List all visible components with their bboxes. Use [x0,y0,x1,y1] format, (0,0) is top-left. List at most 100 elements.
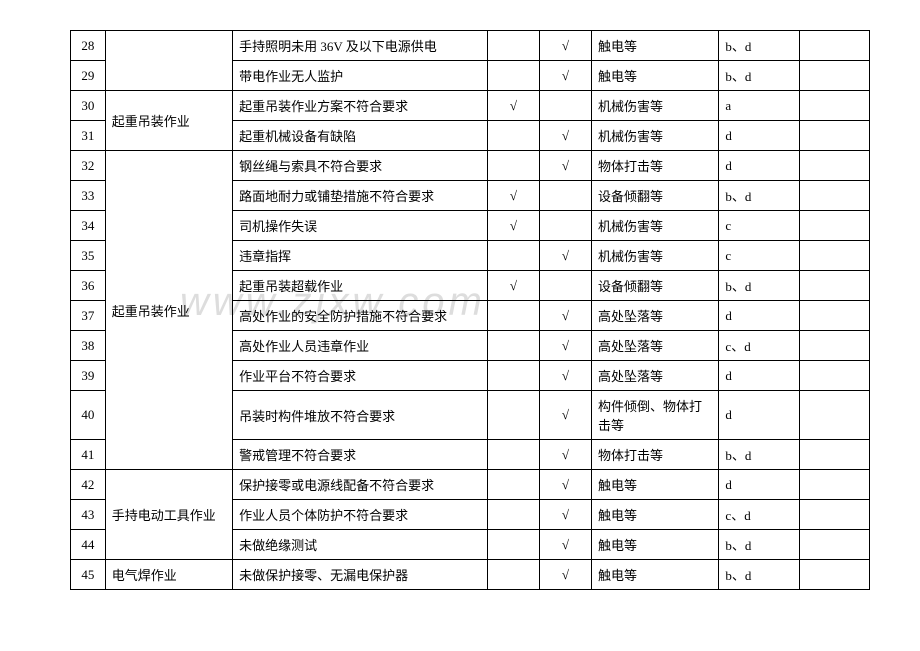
row-number: 45 [71,560,106,590]
row-number: 43 [71,500,106,530]
check1-cell [487,301,539,331]
description-cell: 钢丝绳与索具不符合要求 [233,151,488,181]
last-cell [800,271,870,301]
code-cell: c [719,211,800,241]
last-cell [800,121,870,151]
row-number: 31 [71,121,106,151]
row-number: 44 [71,530,106,560]
description-cell: 高处作业人员违章作业 [233,331,488,361]
check1-cell: √ [487,91,539,121]
hazard-cell: 触电等 [592,31,719,61]
hazard-cell: 机械伤害等 [592,121,719,151]
check2-cell: √ [539,391,591,440]
last-cell [800,391,870,440]
check2-cell: √ [539,500,591,530]
code-cell: c、d [719,500,800,530]
description-cell: 起重吊装超载作业 [233,271,488,301]
description-cell: 带电作业无人监护 [233,61,488,91]
check1-cell [487,440,539,470]
check2-cell: √ [539,301,591,331]
code-cell: c、d [719,331,800,361]
check1-cell: √ [487,181,539,211]
check1-cell [487,31,539,61]
code-cell: a [719,91,800,121]
last-cell [800,560,870,590]
description-cell: 作业平台不符合要求 [233,361,488,391]
last-cell [800,301,870,331]
row-number: 41 [71,440,106,470]
description-cell: 起重机械设备有缺陷 [233,121,488,151]
description-cell: 路面地耐力或铺垫措施不符合要求 [233,181,488,211]
row-number: 39 [71,361,106,391]
last-cell [800,181,870,211]
check2-cell [539,271,591,301]
hazard-cell: 设备倾翻等 [592,181,719,211]
check2-cell: √ [539,61,591,91]
description-cell: 违章指挥 [233,241,488,271]
check2-cell: √ [539,560,591,590]
code-cell: c [719,241,800,271]
hazard-cell: 触电等 [592,500,719,530]
check1-cell: √ [487,271,539,301]
hazard-cell: 机械伤害等 [592,91,719,121]
code-cell: d [719,121,800,151]
check2-cell: √ [539,361,591,391]
row-number: 32 [71,151,106,181]
check1-cell [487,241,539,271]
page-container: 28手持照明未用 36V 及以下电源供电√触电等b、d29带电作业无人监护√触电… [0,0,920,620]
last-cell [800,500,870,530]
row-number: 35 [71,241,106,271]
check2-cell [539,211,591,241]
check1-cell [487,470,539,500]
table-row: 30起重吊装作业起重吊装作业方案不符合要求√机械伤害等a [71,91,870,121]
description-cell: 保护接零或电源线配备不符合要求 [233,470,488,500]
hazard-cell: 触电等 [592,560,719,590]
check1-cell [487,61,539,91]
row-number: 38 [71,331,106,361]
table-row: 32起重吊装作业钢丝绳与索具不符合要求√物体打击等d [71,151,870,181]
table-row: 28手持照明未用 36V 及以下电源供电√触电等b、d [71,31,870,61]
check1-cell [487,530,539,560]
last-cell [800,440,870,470]
code-cell: d [719,301,800,331]
check2-cell: √ [539,121,591,151]
description-cell: 高处作业的安全防护措施不符合要求 [233,301,488,331]
description-cell: 司机操作失误 [233,211,488,241]
category-cell: 起重吊装作业 [105,151,232,470]
table-row: 42手持电动工具作业保护接零或电源线配备不符合要求√触电等d [71,470,870,500]
code-cell: d [719,151,800,181]
row-number: 40 [71,391,106,440]
hazard-cell: 高处坠落等 [592,361,719,391]
check1-cell [487,391,539,440]
last-cell [800,31,870,61]
hazard-cell: 高处坠落等 [592,331,719,361]
category-cell: 手持电动工具作业 [105,470,232,560]
check2-cell: √ [539,151,591,181]
last-cell [800,61,870,91]
hazard-cell: 构件倾倒、物体打击等 [592,391,719,440]
hazard-cell: 触电等 [592,470,719,500]
code-cell: d [719,470,800,500]
row-number: 30 [71,91,106,121]
table-body: 28手持照明未用 36V 及以下电源供电√触电等b、d29带电作业无人监护√触电… [71,31,870,590]
code-cell: b、d [719,61,800,91]
hazard-cell: 物体打击等 [592,151,719,181]
row-number: 29 [71,61,106,91]
code-cell: d [719,391,800,440]
check1-cell [487,121,539,151]
check2-cell: √ [539,331,591,361]
row-number: 37 [71,301,106,331]
last-cell [800,331,870,361]
check2-cell [539,91,591,121]
hazard-cell: 机械伤害等 [592,211,719,241]
hazard-cell: 物体打击等 [592,440,719,470]
description-cell: 作业人员个体防护不符合要求 [233,500,488,530]
category-cell: 起重吊装作业 [105,91,232,151]
last-cell [800,211,870,241]
row-number: 42 [71,470,106,500]
check1-cell: √ [487,211,539,241]
check1-cell [487,361,539,391]
description-cell: 手持照明未用 36V 及以下电源供电 [233,31,488,61]
description-cell: 未做保护接零、无漏电保护器 [233,560,488,590]
check1-cell [487,500,539,530]
